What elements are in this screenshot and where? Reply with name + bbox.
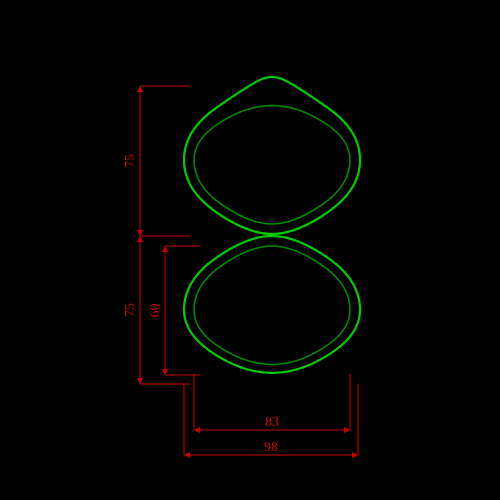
dim-top-75-label: 75 (123, 154, 138, 168)
top-shape-outer (184, 77, 360, 234)
top-shape-inner (194, 106, 350, 224)
cad-drawing: 75 75 60 83 98 (0, 0, 500, 500)
dim-bot-75-label: 75 (123, 303, 138, 317)
dim-bot-60-label: 60 (148, 304, 163, 318)
bottom-shape-outer (184, 236, 360, 373)
dim-w-83-label: 83 (265, 415, 279, 430)
bottom-shape-inner (194, 246, 350, 364)
dim-w-98-label: 98 (264, 440, 278, 455)
